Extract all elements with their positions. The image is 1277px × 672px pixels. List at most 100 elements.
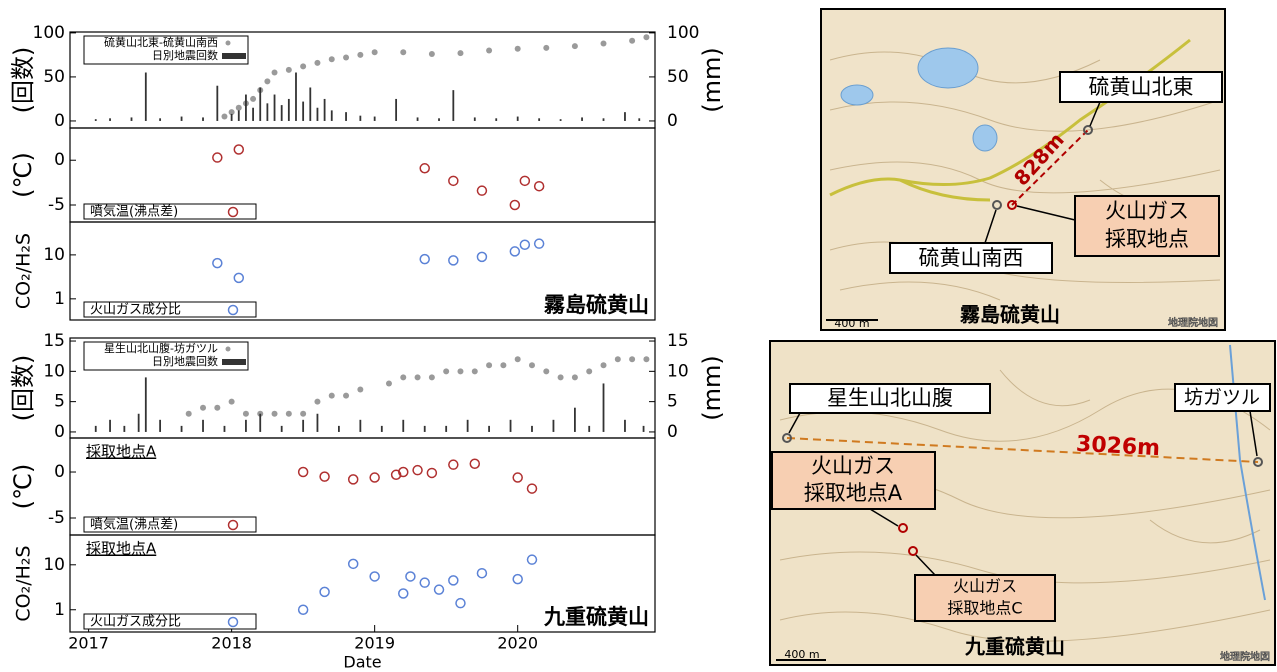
point [477, 569, 486, 578]
point [477, 252, 486, 261]
bar [538, 118, 540, 121]
bar [531, 426, 533, 432]
point [456, 599, 465, 608]
site-name: 霧島硫黄山 [543, 293, 649, 317]
bar [452, 90, 454, 121]
y2-axis-label: (mm) [698, 47, 726, 112]
legend-label: 噴気温(沸点差) [90, 204, 178, 220]
y-tick-label: -5 [48, 195, 65, 215]
point [510, 200, 519, 209]
bar [331, 110, 333, 121]
point [420, 578, 429, 587]
bar [274, 95, 276, 121]
point [449, 256, 458, 265]
point [221, 114, 227, 120]
point [601, 362, 607, 368]
bar [467, 420, 469, 432]
x-tick-label: 2017 [68, 634, 109, 653]
y2-tick-label: 100 [667, 23, 699, 43]
bar [624, 420, 626, 432]
point [513, 473, 522, 482]
bar [474, 117, 476, 121]
x-tick-label: 2019 [354, 634, 395, 653]
y-tick-label: 1 [54, 600, 65, 620]
point [457, 368, 463, 374]
bar [488, 426, 490, 432]
point [643, 34, 649, 40]
bar [603, 118, 605, 121]
bar [402, 420, 404, 432]
point [386, 380, 392, 386]
point [213, 259, 222, 268]
map-title: 霧島硫黄山 [959, 303, 1060, 327]
y-axis-label: (回数) [9, 355, 37, 422]
y-tick-label: 0 [54, 111, 65, 131]
point [286, 67, 292, 73]
bar [424, 426, 426, 432]
point [343, 393, 349, 399]
y-tick-label: 10 [43, 361, 65, 381]
site-label: 採取地点A [804, 481, 903, 505]
bar [324, 99, 326, 121]
legend-swatch [222, 359, 246, 365]
y-axis-label: (回数) [9, 47, 37, 114]
bar [381, 426, 383, 432]
bar [123, 426, 125, 432]
bar [216, 86, 218, 121]
point [457, 50, 463, 56]
y-axis-label: (℃) [9, 464, 37, 510]
bar [588, 426, 590, 432]
legend-label: 火山ガス成分比 [90, 303, 181, 318]
bar [231, 114, 233, 121]
point [400, 374, 406, 380]
bar [95, 119, 97, 121]
bar [181, 426, 183, 432]
bar [281, 426, 283, 432]
site-label: 火山ガス [811, 454, 895, 478]
bar [281, 105, 283, 121]
bar [317, 414, 319, 432]
bar [560, 119, 562, 121]
bar [245, 95, 247, 121]
bar [603, 383, 605, 431]
y-tick-label: -5 [48, 508, 65, 528]
legend-label: 硫黄山北東-硫黄山南西 [104, 35, 218, 49]
point [299, 605, 308, 614]
bar [445, 426, 447, 432]
annotation: 採取地点A [86, 540, 157, 558]
point [314, 60, 320, 66]
point [615, 356, 621, 362]
map-title: 九重硫黄山 [964, 635, 1065, 659]
map-kirishima: 828m 硫黄山北東 火山ガス 採取地点 硫黄山南西 霧島硫黄山 400 m 地… [821, 9, 1225, 330]
point [449, 576, 458, 585]
point [320, 472, 329, 481]
y-tick-label: 10 [43, 555, 65, 575]
bar [238, 110, 240, 121]
site-label: 採取地点 [1105, 227, 1189, 251]
legend-swatch [226, 41, 231, 46]
lake [841, 85, 873, 105]
plot-area [213, 239, 544, 282]
point [420, 255, 429, 264]
point [243, 411, 249, 417]
bar [302, 102, 304, 121]
point [601, 40, 607, 46]
point [415, 374, 421, 380]
x-axis-label: Date [343, 653, 381, 672]
bar [252, 108, 254, 121]
point [299, 468, 308, 477]
bar [553, 420, 555, 432]
y-tick-label: 5 [54, 392, 65, 412]
point [449, 460, 458, 469]
bar [245, 420, 247, 432]
bar [417, 117, 419, 121]
y-tick-label: 15 [43, 331, 65, 351]
point [572, 374, 578, 380]
y-tick-label: 0 [54, 422, 65, 442]
point [413, 466, 422, 475]
y-axis-label: (℃) [9, 152, 37, 198]
legend-label: 日別地震回数 [152, 49, 218, 62]
bar [145, 377, 147, 432]
point [486, 47, 492, 53]
plot-area [213, 145, 544, 210]
